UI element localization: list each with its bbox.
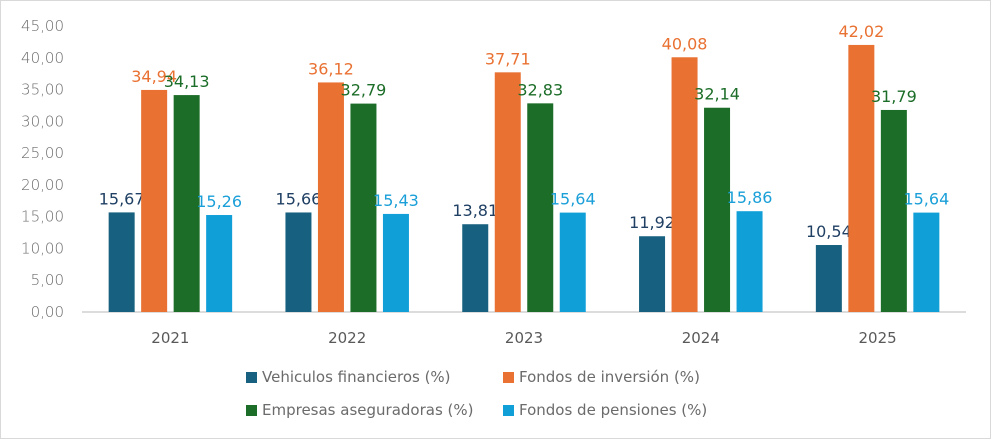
y-tick-label: 0,00 — [31, 303, 64, 321]
x-tick-label: 2022 — [328, 329, 366, 347]
legend-swatch-vehiculos — [246, 371, 257, 383]
bar — [527, 103, 554, 313]
y-tick-label: 25,00 — [21, 144, 64, 162]
y-tick-label: 15,00 — [21, 208, 64, 226]
bar — [350, 103, 377, 312]
data-label: 31,79 — [871, 87, 917, 106]
data-label: 15,86 — [727, 188, 773, 207]
bar — [880, 109, 907, 313]
y-tick-label: 45,00 — [21, 17, 64, 35]
y-tick-label: 20,00 — [21, 176, 64, 194]
bar — [848, 44, 875, 313]
data-label: 40,08 — [662, 34, 708, 53]
data-label: 36,12 — [308, 59, 354, 78]
data-label: 32,83 — [517, 80, 563, 99]
bar — [108, 212, 135, 312]
x-tick-label: 2021 — [151, 329, 189, 347]
data-label: 15,43 — [373, 191, 419, 210]
bar — [382, 213, 409, 312]
data-label: 32,14 — [694, 85, 740, 104]
data-label: 15,26 — [196, 192, 242, 211]
legend-item-fondos-inversion: Fondos de inversión (%) — [503, 368, 700, 386]
legend-label-fondos-inversion: Fondos de inversión (%) — [519, 368, 700, 386]
data-label: 13,81 — [452, 201, 498, 220]
bar — [173, 95, 200, 312]
legend-label-fondos-pensiones: Fondos de pensiones (%) — [519, 401, 708, 419]
bar — [704, 107, 731, 312]
data-label: 15,66 — [276, 189, 322, 208]
data-label: 15,64 — [903, 190, 949, 209]
x-tick-label: 2024 — [682, 329, 720, 347]
bar — [913, 212, 940, 312]
y-tick-label: 5,00 — [31, 271, 64, 289]
data-label: 10,54 — [806, 222, 852, 241]
legend-swatch-fondos-pensiones — [503, 404, 514, 416]
data-label: 15,64 — [550, 190, 596, 209]
x-tick-label: 2023 — [505, 329, 543, 347]
data-label: 34,94 — [131, 67, 177, 86]
legend-label-vehiculos: Vehiculos financieros (%) — [262, 368, 451, 386]
data-label: 42,02 — [838, 22, 884, 41]
data-label: 34,13 — [164, 72, 210, 91]
legend-item-empresas-aseguradoras: Empresas aseguradoras (%) — [246, 401, 474, 419]
x-tick-label: 2025 — [859, 329, 897, 347]
data-label: 37,71 — [485, 49, 531, 68]
bar — [815, 245, 842, 312]
legend-item-vehiculos: Vehiculos financieros (%) — [246, 368, 451, 386]
y-tick-label: 30,00 — [21, 112, 64, 130]
legend-label-empresas-aseguradoras: Empresas aseguradoras (%) — [262, 401, 474, 419]
legend-item-fondos-pensiones: Fondos de pensiones (%) — [503, 401, 707, 419]
bar — [671, 57, 698, 312]
bar — [206, 215, 233, 312]
y-tick-label: 35,00 — [21, 81, 64, 99]
bar — [736, 211, 763, 312]
y-tick-label: 10,00 — [21, 239, 64, 257]
data-label: 32,79 — [341, 81, 387, 100]
y-tick-label: 40,00 — [21, 49, 64, 67]
bar — [285, 212, 312, 312]
bar — [462, 224, 489, 312]
legend-swatch-fondos-inversion — [503, 371, 514, 383]
data-label: 15,67 — [99, 189, 145, 208]
bar — [317, 82, 344, 312]
bar — [141, 89, 168, 312]
bar — [559, 212, 586, 312]
bar — [639, 236, 666, 312]
data-label: 11,92 — [629, 213, 675, 232]
legend-swatch-empresas-aseguradoras — [246, 404, 257, 416]
bar — [494, 72, 521, 312]
